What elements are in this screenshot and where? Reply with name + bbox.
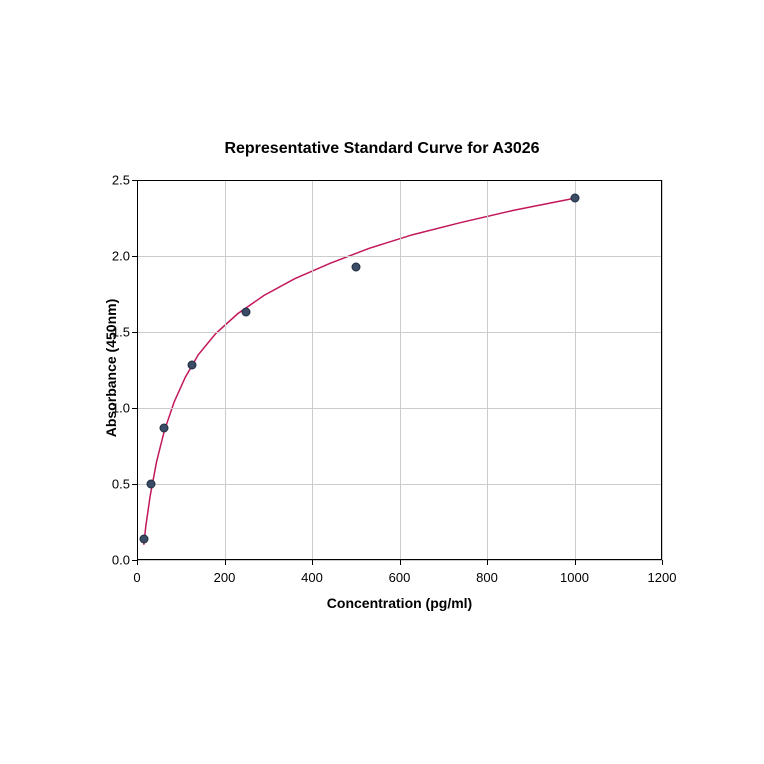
grid-line-h [137, 408, 662, 409]
grid-line-h [137, 484, 662, 485]
y-tick-label: 1.5 [102, 325, 130, 340]
grid-line-v [400, 180, 401, 560]
data-point [146, 480, 155, 489]
x-tick-mark [662, 560, 663, 565]
y-tick-mark [132, 484, 137, 485]
axis-spine [137, 180, 662, 181]
plot-area [137, 180, 662, 560]
y-tick-mark [132, 256, 137, 257]
x-axis-label: Concentration (pg/ml) [137, 595, 662, 611]
y-tick-label: 2.5 [102, 173, 130, 188]
y-axis-label: Absorbance (450nm) [103, 299, 119, 437]
y-tick-mark [132, 408, 137, 409]
x-tick-mark [312, 560, 313, 565]
x-tick-mark [225, 560, 226, 565]
grid-line-h [137, 332, 662, 333]
data-point [187, 361, 196, 370]
x-tick-label: 400 [301, 570, 323, 585]
grid-line-v [225, 180, 226, 560]
grid-line-v [662, 180, 663, 560]
x-tick-label: 1000 [560, 570, 589, 585]
x-tick-label: 0 [133, 570, 140, 585]
data-point [570, 194, 579, 203]
y-tick-label: 1.0 [102, 401, 130, 416]
grid-line-v [312, 180, 313, 560]
x-tick-label: 200 [214, 570, 236, 585]
axis-spine [661, 180, 662, 560]
data-point [160, 423, 169, 432]
grid-line-v [575, 180, 576, 560]
data-point [139, 534, 148, 543]
x-tick-label: 1200 [648, 570, 677, 585]
curve-line [144, 198, 575, 545]
y-tick-mark [132, 332, 137, 333]
x-tick-mark [137, 560, 138, 565]
grid-line-v [487, 180, 488, 560]
x-tick-mark [400, 560, 401, 565]
y-tick-label: 2.0 [102, 249, 130, 264]
x-tick-label: 600 [389, 570, 411, 585]
chart-title: Representative Standard Curve for A3026 [0, 140, 764, 158]
x-tick-label: 800 [476, 570, 498, 585]
y-tick-mark [132, 180, 137, 181]
x-tick-mark [575, 560, 576, 565]
axis-spine [137, 180, 138, 560]
grid-line-h [137, 256, 662, 257]
data-point [242, 308, 251, 317]
y-tick-mark [132, 560, 137, 561]
y-tick-label: 0.5 [102, 477, 130, 492]
data-point [351, 262, 360, 271]
y-tick-label: 0.0 [102, 553, 130, 568]
x-tick-mark [487, 560, 488, 565]
